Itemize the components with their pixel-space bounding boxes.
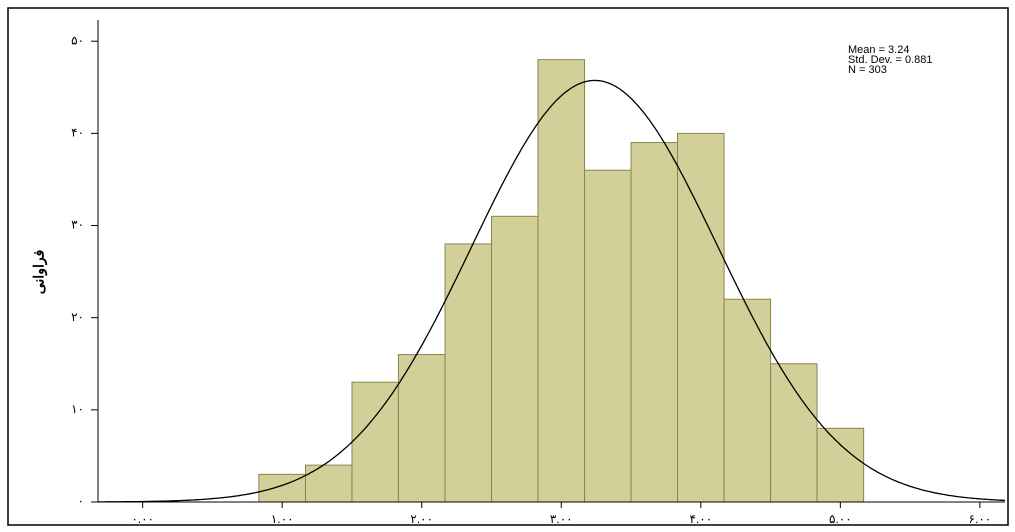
stats-label: N = 303	[848, 64, 887, 76]
bar	[444, 243, 492, 503]
stats-label: Std. Dev. = 0.881	[848, 54, 933, 66]
y-tick-label: ۰	[78, 494, 84, 508]
x-tick-label: ۱.۰۰	[271, 512, 294, 526]
bar	[630, 142, 679, 503]
x-tick-label: ۴.۰۰	[689, 512, 712, 526]
y-tick-label: ۲۰	[71, 310, 84, 324]
normal-curve	[98, 79, 1006, 503]
stats-label: Mean = 3.24	[848, 44, 909, 56]
bar	[770, 363, 818, 503]
bar	[584, 169, 632, 503]
y-axis-label: فراوانی	[31, 250, 48, 295]
bar	[490, 215, 539, 503]
bar	[397, 354, 446, 503]
x-tick-label: ۲.۰۰	[410, 512, 433, 526]
bar	[351, 381, 399, 503]
x-tick-label: ۶.۰۰	[969, 512, 992, 526]
bar	[304, 464, 353, 503]
y-tick-label: ۴۰	[71, 126, 84, 140]
bar	[537, 59, 586, 503]
bar	[816, 427, 865, 503]
y-tick-label: ۱۰	[71, 402, 84, 416]
x-tick-label: ۰.۰۰	[131, 512, 154, 526]
bar	[723, 298, 772, 503]
bar	[677, 132, 725, 503]
y-tick-label: ۳۰	[71, 218, 84, 232]
y-tick-label: ۵۰	[71, 33, 84, 47]
x-tick-label: ۳.۰۰	[550, 512, 573, 526]
x-tick-label: ۵.۰۰	[829, 512, 852, 526]
